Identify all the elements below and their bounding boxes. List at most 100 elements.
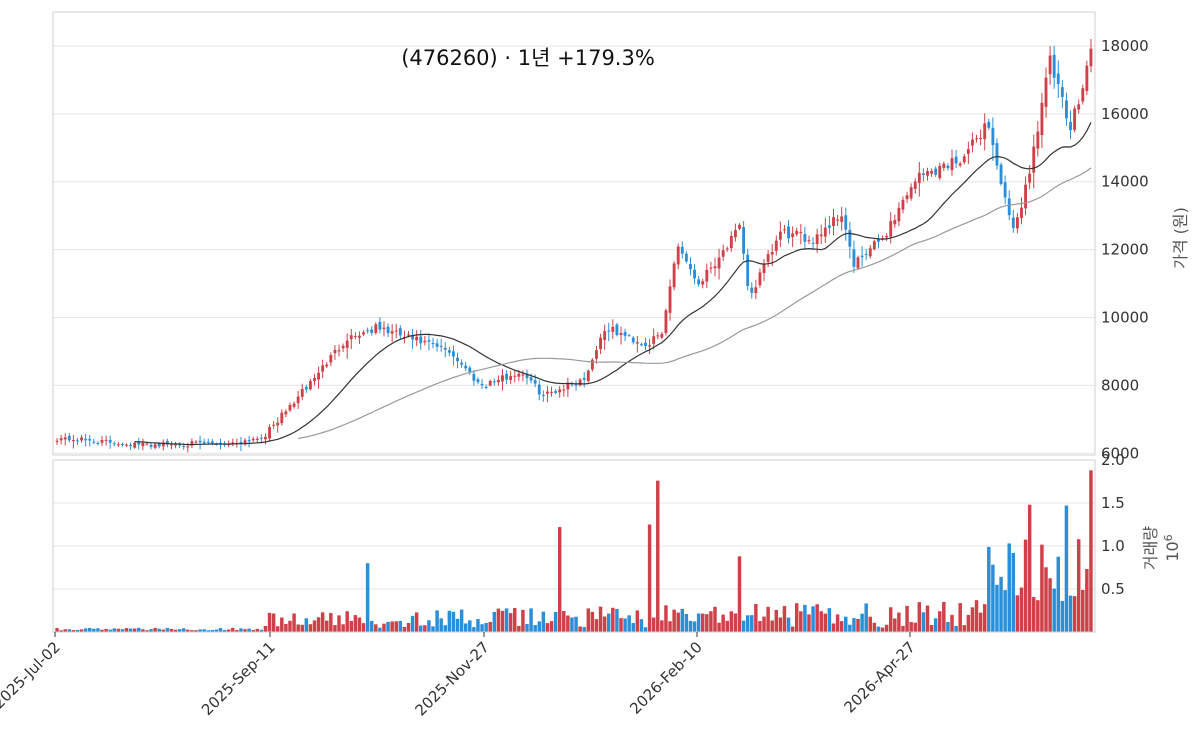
candle-body <box>627 335 631 337</box>
candle-body <box>419 336 423 344</box>
volume-bar <box>839 621 844 632</box>
candle-body <box>893 220 897 225</box>
volume-bar <box>762 616 766 632</box>
volume-bar <box>933 618 938 632</box>
candle-body <box>313 378 316 381</box>
candle-body <box>680 246 684 254</box>
price-tick-label: 6000 <box>1101 444 1139 462</box>
volume-bar <box>688 620 693 632</box>
candle-body <box>644 342 647 346</box>
volume-bar <box>251 630 255 632</box>
candle-body <box>1089 48 1093 67</box>
volume-bar <box>999 576 1003 632</box>
candle-body <box>317 372 321 380</box>
candle-body <box>137 442 141 445</box>
volume-bar <box>1081 589 1085 632</box>
candle-body <box>590 359 594 370</box>
volume-axis-title: 거래량 <box>1141 526 1160 570</box>
candle-body <box>754 287 758 294</box>
volume-bar <box>639 619 644 632</box>
candle-body <box>398 328 402 336</box>
candle-body <box>574 384 578 386</box>
candle-body <box>721 250 725 257</box>
candle-body <box>533 380 537 384</box>
volume-bar <box>124 628 129 632</box>
volume-bar <box>1019 587 1024 632</box>
volume-tick-label: 2.0 <box>1101 451 1125 469</box>
x-tick-label: 2026-Apr-27 <box>841 638 919 716</box>
candle-body <box>174 444 177 446</box>
candle-body <box>120 444 124 446</box>
volume-bar <box>128 628 133 632</box>
chart-title: (476260) · 1년 +179.3% <box>401 46 655 70</box>
candle-body <box>639 344 643 346</box>
volume-bar <box>1040 544 1044 632</box>
candle-body <box>394 330 398 332</box>
volume-bar <box>970 607 975 632</box>
candle-body <box>738 224 741 229</box>
candle-body <box>247 440 251 442</box>
volume-bar <box>165 627 170 632</box>
candle-body <box>770 252 774 255</box>
volume-bar <box>67 629 72 632</box>
volume-bar <box>419 625 423 632</box>
volume-bar <box>741 620 746 632</box>
volume-bar <box>557 527 562 632</box>
candle-body <box>946 165 950 169</box>
candle-body <box>733 230 737 238</box>
candle-body <box>272 424 276 426</box>
volume-bar <box>463 623 468 632</box>
candle-body <box>452 351 455 357</box>
candle-body <box>991 127 995 146</box>
volume-bar <box>737 556 742 632</box>
candle-body <box>76 440 79 442</box>
volume-bar <box>87 627 92 632</box>
candle-body <box>889 221 893 237</box>
volume-bar <box>725 620 729 632</box>
volume-bar <box>672 609 676 632</box>
volume-bar <box>247 628 251 632</box>
price-tick-label: 8000 <box>1101 376 1139 394</box>
ma-short-line <box>134 122 1092 446</box>
volume-bar <box>745 615 750 632</box>
volume-bar <box>729 611 734 632</box>
candle-body <box>1024 184 1028 209</box>
candle-body <box>484 387 488 389</box>
candle-body <box>125 444 128 446</box>
volume-bar <box>100 629 104 632</box>
candle-body <box>999 164 1003 185</box>
candle-body <box>905 195 909 200</box>
volume-bar <box>271 613 276 632</box>
candle-body <box>860 255 864 258</box>
volume-bar <box>480 624 484 632</box>
volume-bar <box>1089 470 1093 632</box>
volume-bar <box>145 630 149 632</box>
volume-bar <box>733 613 738 632</box>
volume-bar <box>71 630 76 632</box>
volume-bar <box>553 612 558 632</box>
volume-bar <box>472 627 476 632</box>
price-tick-label: 18000 <box>1101 37 1149 55</box>
candle-body <box>971 139 974 146</box>
candle-body <box>778 231 782 240</box>
volume-bar <box>312 620 317 632</box>
volume-bar <box>856 618 860 632</box>
candle-body <box>116 444 120 446</box>
volume-bar <box>631 623 635 632</box>
volume-bar <box>296 624 300 632</box>
volume-tick-label: 0.5 <box>1101 580 1125 598</box>
candle-body <box>476 379 480 383</box>
candle-body <box>96 443 100 445</box>
candle-body <box>415 336 419 341</box>
candle-body <box>300 388 304 397</box>
candle-body <box>321 365 325 372</box>
candle-body <box>161 442 165 447</box>
volume-bar <box>758 621 762 632</box>
candle-body <box>1077 104 1081 110</box>
candle-body <box>750 287 754 293</box>
volume-bar <box>1052 588 1056 632</box>
volume-tick-label: 1.5 <box>1101 494 1125 512</box>
candle-body <box>407 334 410 336</box>
volume-bar <box>1056 556 1061 632</box>
candle-body <box>660 333 664 338</box>
